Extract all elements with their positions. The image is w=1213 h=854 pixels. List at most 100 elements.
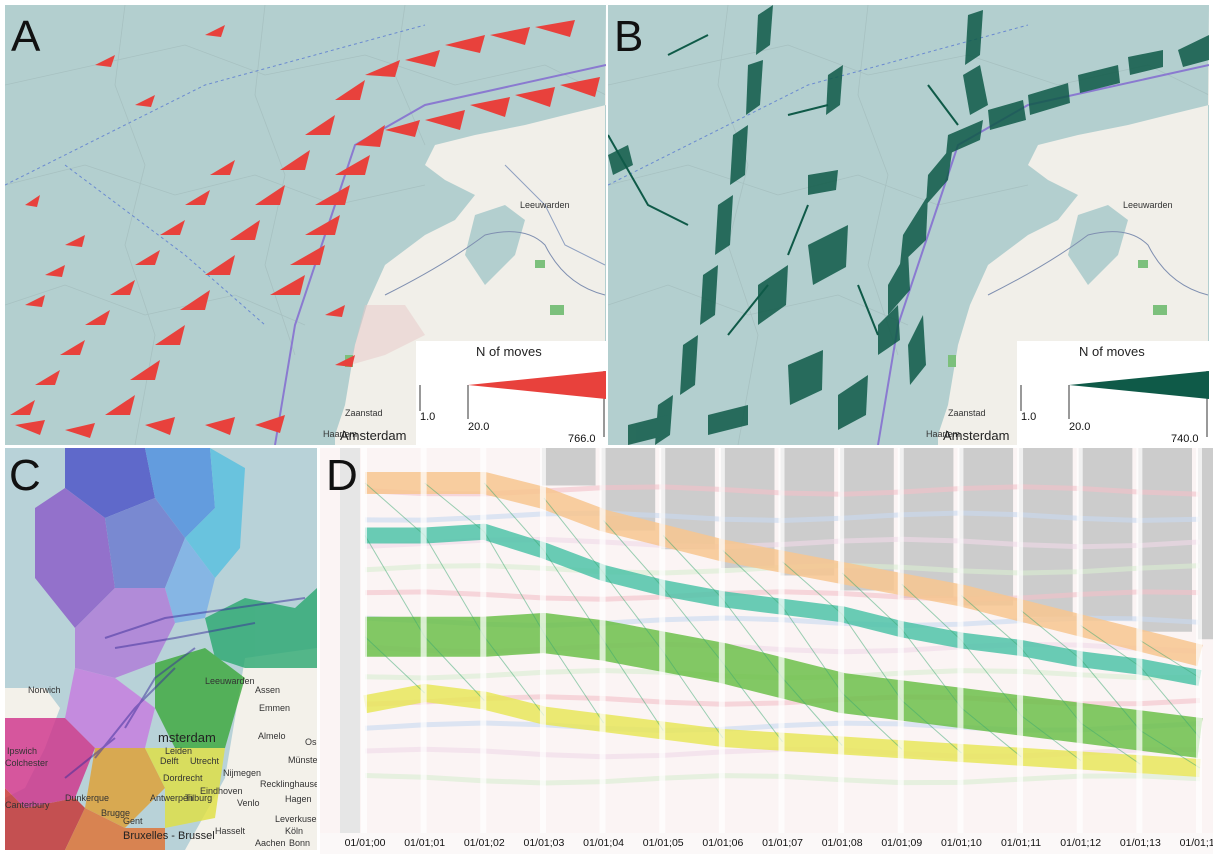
transition-line: [364, 482, 425, 536]
label-bruxelles: Bruxelles - Brussel: [123, 830, 215, 842]
transition-line: [543, 632, 604, 724]
time-tick-label: 01/01;09: [881, 837, 923, 849]
legend-a-wedge: [419, 371, 606, 437]
legend-b-min: 1.0: [1021, 411, 1037, 423]
label-haarlem: Haarlem: [926, 429, 961, 439]
transition-line: [603, 572, 664, 653]
left-margin-bar: [340, 448, 360, 833]
transition-line: [424, 482, 485, 533]
transition-line: [662, 587, 724, 664]
label-aachen: Aachen: [255, 838, 286, 848]
legend-a: N of moves 1.0 20.0 766.0: [416, 341, 606, 445]
time-tick-label: 01/01;07: [762, 837, 803, 849]
time-column-separator: [1017, 448, 1024, 833]
transition-line: [841, 692, 903, 750]
flow-chart-svg: [320, 448, 1213, 833]
transition-line: [662, 651, 724, 739]
time-tick-label: 01/01;04: [583, 837, 624, 849]
time-tick-label: 01/01;10: [940, 837, 982, 849]
boundary-line-2: [64, 164, 266, 326]
time-column-separator: [1076, 448, 1083, 833]
panel-d-chart[interactable]: D 01/01;00 01/01;01 01/01;02 01/01;03 01/01;…: [320, 448, 1213, 854]
boundary-line: [608, 24, 1029, 186]
label-leeuwarden: Leeuwarden: [520, 200, 570, 210]
transition-line: [1020, 647, 1082, 724]
legend-b: N of moves 1.0 20.0 740.0: [1017, 341, 1209, 445]
time-tick-label: 01/01;01: [404, 837, 446, 849]
transition-line: [483, 531, 545, 634]
transition-line: [1140, 640, 1201, 679]
transition-line: [722, 598, 783, 679]
transition-line: [722, 662, 783, 743]
transition-line: [543, 497, 604, 574]
transition-line: [1080, 625, 1141, 668]
boundary-line: [5, 24, 426, 186]
panel-c-svg: [5, 448, 317, 850]
transition-line: [662, 535, 724, 600]
transition-line: [603, 640, 664, 731]
flow-lines-teal: [608, 34, 959, 336]
label-assen: Assen: [255, 685, 281, 695]
transition-line: [841, 572, 903, 630]
legend-a-min: 1.0: [420, 411, 436, 423]
label-amsterdam: Amsterdam: [943, 428, 1010, 443]
flow-streams: [64, 597, 306, 779]
transition-line: [961, 707, 1022, 758]
transition-line: [364, 535, 426, 638]
panel-b-map[interactable]: B Leeuwarden Zaanstad Haarlem Amsterdam …: [608, 5, 1209, 445]
urban-area: [350, 305, 425, 365]
flow-arrows-red: [10, 20, 600, 438]
time-column-separator: [1196, 448, 1202, 833]
legend-a-triangle: [468, 371, 606, 399]
label-munster: Münster: [288, 755, 317, 765]
legend-b-mid: 20.0: [1069, 421, 1091, 433]
label-eindhoven: Eindhoven: [200, 786, 243, 796]
label-ipswich: Ipswich: [7, 746, 38, 756]
panel-b-letter: B: [614, 12, 644, 61]
transition-line: [782, 677, 843, 746]
label-almelo: Almelo: [258, 731, 286, 741]
time-tick-label: 01/01;02: [463, 837, 505, 849]
label-delft: Delft: [160, 756, 179, 766]
time-tick-label: 01/01;12: [1060, 837, 1102, 849]
label-leeuwarden: Leeuwarden: [1123, 200, 1173, 210]
inactive-block: [1138, 448, 1192, 632]
transition-line: [961, 640, 1022, 716]
transition-line: [901, 700, 962, 754]
panel-a-map[interactable]: A Leeuwarden Zaanstad Haarlem Amsterdam …: [5, 5, 606, 445]
time-column-separator: [838, 448, 845, 833]
flow-arrows-teal: [608, 5, 1209, 445]
label-haarlem: Haarlem: [323, 429, 358, 439]
time-column-separator: [897, 448, 904, 833]
transition-line: [1139, 666, 1201, 739]
label-emmen: Emmen: [259, 703, 291, 713]
label-zaanstad: Zaanstad: [345, 408, 383, 418]
legend-b-max: 740.0: [1171, 433, 1199, 445]
time-tick-label: 01/01;08: [821, 837, 863, 849]
transition-line: [424, 636, 485, 701]
time-column-separator: [659, 448, 666, 833]
panel-c-letter: C: [9, 451, 41, 500]
label-canterbury: Canterbury: [5, 800, 50, 810]
panel-a-svg: [5, 5, 606, 445]
time-tick-label: 01/01;13: [1119, 837, 1161, 849]
transition-line: [483, 636, 545, 716]
transition-line: [722, 550, 783, 608]
time-tick-label: 01/01;06: [702, 837, 744, 849]
label-tilburg: Tilburg: [185, 793, 213, 803]
transition-line: [782, 606, 843, 694]
label-hagen: Hagen: [285, 794, 312, 804]
time-column-separator: [361, 448, 367, 833]
roads-2: [504, 164, 606, 266]
ijsselmeer: [1068, 205, 1128, 285]
label-antwerpen: Antwerpen: [150, 793, 194, 803]
panel-c-map[interactable]: C Leeuwarden Assen Emmen Norwich Ipswich…: [5, 448, 317, 850]
shipping-route: [274, 64, 606, 445]
time-tick-label: 01/01;03: [523, 837, 565, 849]
time-column-separator: [718, 448, 725, 833]
legend-a-max: 766.0: [568, 433, 596, 445]
label-leverkusen: Leverkusen: [275, 814, 317, 824]
inactive-block: [899, 448, 954, 598]
roads: [987, 231, 1209, 296]
panel-d-letter: D: [326, 451, 358, 500]
